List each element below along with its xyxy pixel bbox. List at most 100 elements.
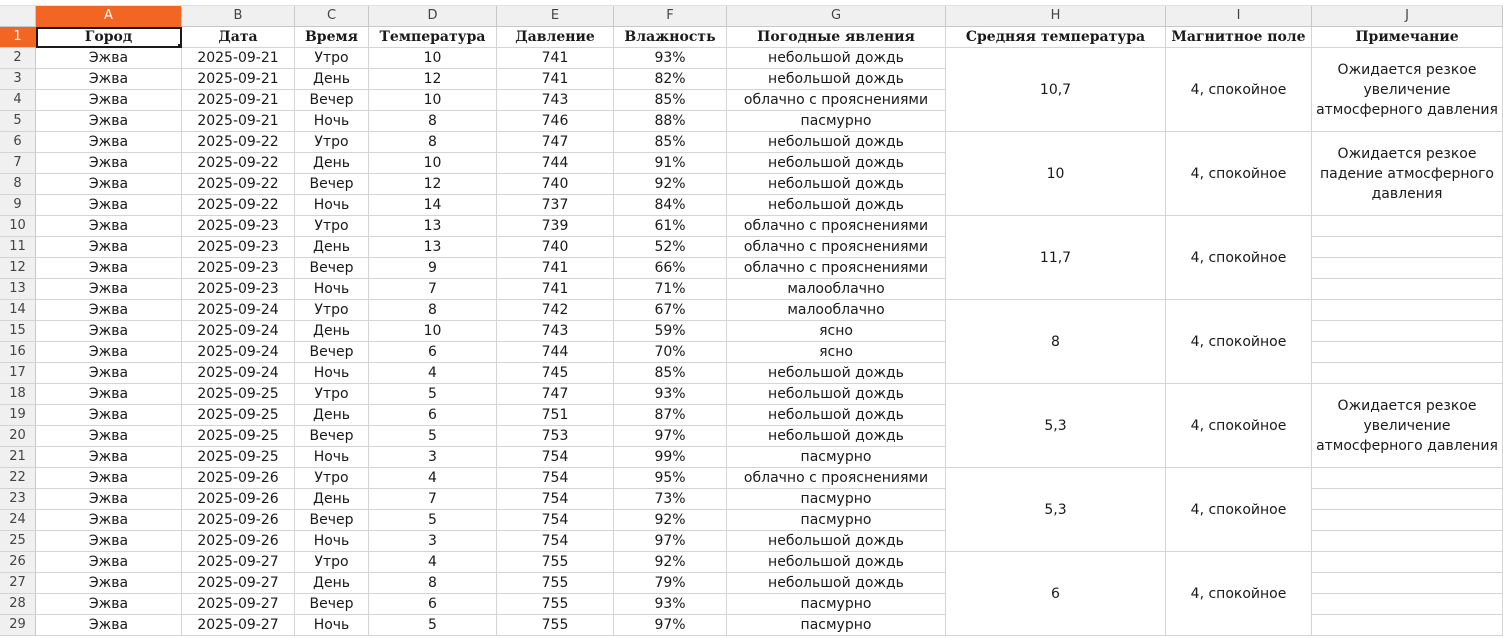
data-cell-pressure[interactable]: 747 xyxy=(497,384,614,405)
data-cell-humidity[interactable]: 97% xyxy=(614,615,727,636)
data-cell-pressure[interactable]: 741 xyxy=(497,48,614,69)
data-cell-temperature[interactable]: 10 xyxy=(369,90,497,111)
data-cell-time[interactable]: Вечер xyxy=(295,90,369,111)
data-cell-time[interactable]: Вечер xyxy=(295,510,369,531)
row-header-23[interactable]: 23 xyxy=(0,489,36,510)
data-cell-city[interactable]: Эжва xyxy=(36,195,182,216)
note-cell[interactable] xyxy=(1312,615,1503,636)
data-cell-pressure[interactable]: 740 xyxy=(497,174,614,195)
data-cell-city[interactable]: Эжва xyxy=(36,405,182,426)
data-cell-pressure[interactable]: 744 xyxy=(497,153,614,174)
avg-temperature-cell[interactable]: 5,3 xyxy=(946,468,1166,552)
data-cell-humidity[interactable]: 84% xyxy=(614,195,727,216)
data-cell-date[interactable]: 2025-09-26 xyxy=(182,489,295,510)
data-cell-temperature[interactable]: 3 xyxy=(369,447,497,468)
data-cell-humidity[interactable]: 99% xyxy=(614,447,727,468)
note-cell[interactable] xyxy=(1312,363,1503,384)
data-cell-weather[interactable]: небольшой дождь xyxy=(727,426,946,447)
data-cell-humidity[interactable]: 71% xyxy=(614,279,727,300)
data-cell-temperature[interactable]: 5 xyxy=(369,510,497,531)
row-header-8[interactable]: 8 xyxy=(0,174,36,195)
data-cell-humidity[interactable]: 67% xyxy=(614,300,727,321)
data-cell-temperature[interactable]: 14 xyxy=(369,195,497,216)
data-cell-weather[interactable]: небольшой дождь xyxy=(727,405,946,426)
data-cell-date[interactable]: 2025-09-26 xyxy=(182,468,295,489)
data-cell-temperature[interactable]: 8 xyxy=(369,132,497,153)
data-cell-date[interactable]: 2025-09-27 xyxy=(182,594,295,615)
data-cell-city[interactable]: Эжва xyxy=(36,237,182,258)
data-cell-date[interactable]: 2025-09-23 xyxy=(182,258,295,279)
data-cell-temperature[interactable]: 12 xyxy=(369,69,497,90)
avg-temperature-cell[interactable]: 10 xyxy=(946,132,1166,216)
data-cell-temperature[interactable]: 5 xyxy=(369,384,497,405)
data-cell-time[interactable]: День xyxy=(295,69,369,90)
magnetic-field-cell[interactable]: 4, спокойное xyxy=(1166,552,1312,636)
data-cell-humidity[interactable]: 73% xyxy=(614,489,727,510)
data-cell-humidity[interactable]: 93% xyxy=(614,594,727,615)
note-cell[interactable] xyxy=(1312,510,1503,531)
data-cell-weather[interactable]: небольшой дождь xyxy=(727,153,946,174)
data-cell-time[interactable]: Ночь xyxy=(295,531,369,552)
data-cell-humidity[interactable]: 59% xyxy=(614,321,727,342)
avg-temperature-cell[interactable]: 10,7 xyxy=(946,48,1166,132)
data-cell-humidity[interactable]: 85% xyxy=(614,90,727,111)
row-header-22[interactable]: 22 xyxy=(0,468,36,489)
data-cell-date[interactable]: 2025-09-26 xyxy=(182,531,295,552)
data-cell-time[interactable]: День xyxy=(295,237,369,258)
row-header-24[interactable]: 24 xyxy=(0,510,36,531)
data-cell-humidity[interactable]: 97% xyxy=(614,426,727,447)
data-cell-time[interactable]: Ночь xyxy=(295,363,369,384)
data-cell-city[interactable]: Эжва xyxy=(36,258,182,279)
data-cell-temperature[interactable]: 12 xyxy=(369,174,497,195)
data-cell-time[interactable]: Вечер xyxy=(295,174,369,195)
row-header-27[interactable]: 27 xyxy=(0,573,36,594)
note-cell[interactable] xyxy=(1312,216,1503,237)
data-cell-pressure[interactable]: 746 xyxy=(497,111,614,132)
data-cell-pressure[interactable]: 753 xyxy=(497,426,614,447)
data-cell-pressure[interactable]: 740 xyxy=(497,237,614,258)
row-header-21[interactable]: 21 xyxy=(0,447,36,468)
data-cell-date[interactable]: 2025-09-21 xyxy=(182,90,295,111)
data-cell-date[interactable]: 2025-09-25 xyxy=(182,384,295,405)
data-cell-humidity[interactable]: 92% xyxy=(614,174,727,195)
data-cell-weather[interactable]: небольшой дождь xyxy=(727,363,946,384)
column-header-h[interactable]: H xyxy=(946,6,1166,27)
data-cell-temperature[interactable]: 6 xyxy=(369,405,497,426)
data-cell-date[interactable]: 2025-09-27 xyxy=(182,573,295,594)
column-header-b[interactable]: B xyxy=(182,6,295,27)
row-header-26[interactable]: 26 xyxy=(0,552,36,573)
data-cell-pressure[interactable]: 747 xyxy=(497,132,614,153)
data-cell-pressure[interactable]: 751 xyxy=(497,405,614,426)
data-cell-humidity[interactable]: 61% xyxy=(614,216,727,237)
data-cell-city[interactable]: Эжва xyxy=(36,300,182,321)
note-cell[interactable] xyxy=(1312,594,1503,615)
data-cell-time[interactable]: Утро xyxy=(295,48,369,69)
note-cell[interactable]: Ожидается резкое увеличение атмосферного… xyxy=(1312,384,1503,468)
data-cell-city[interactable]: Эжва xyxy=(36,552,182,573)
data-cell-time[interactable]: Ночь xyxy=(295,195,369,216)
data-cell-time[interactable]: Вечер xyxy=(295,426,369,447)
data-cell-city[interactable]: Эжва xyxy=(36,111,182,132)
data-cell-pressure[interactable]: 742 xyxy=(497,300,614,321)
data-cell-humidity[interactable]: 70% xyxy=(614,342,727,363)
row-header-3[interactable]: 3 xyxy=(0,69,36,90)
data-cell-pressure[interactable]: 755 xyxy=(497,552,614,573)
data-cell-weather[interactable]: небольшой дождь xyxy=(727,132,946,153)
data-cell-time[interactable]: Вечер xyxy=(295,258,369,279)
row-header-28[interactable]: 28 xyxy=(0,594,36,615)
note-cell[interactable] xyxy=(1312,300,1503,321)
data-cell-time[interactable]: День xyxy=(295,489,369,510)
magnetic-field-cell[interactable]: 4, спокойное xyxy=(1166,132,1312,216)
data-cell-city[interactable]: Эжва xyxy=(36,426,182,447)
data-cell-city[interactable]: Эжва xyxy=(36,69,182,90)
row-header-17[interactable]: 17 xyxy=(0,363,36,384)
column-header-j[interactable]: J xyxy=(1312,6,1503,27)
data-cell-humidity[interactable]: 93% xyxy=(614,48,727,69)
data-cell-weather[interactable]: пасмурно xyxy=(727,510,946,531)
data-cell-temperature[interactable]: 6 xyxy=(369,342,497,363)
data-cell-pressure[interactable]: 754 xyxy=(497,489,614,510)
data-cell-time[interactable]: Утро xyxy=(295,132,369,153)
row-header-6[interactable]: 6 xyxy=(0,132,36,153)
data-cell-city[interactable]: Эжва xyxy=(36,216,182,237)
data-cell-time[interactable]: Утро xyxy=(295,384,369,405)
